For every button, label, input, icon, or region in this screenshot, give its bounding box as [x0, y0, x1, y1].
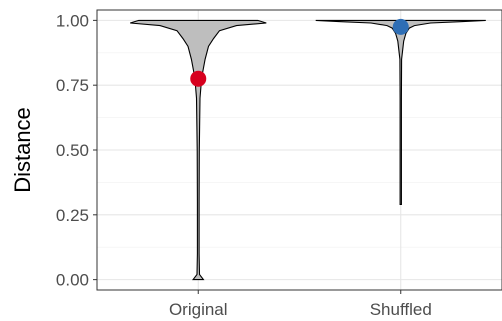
x-axis: Original Shuffled: [169, 290, 432, 319]
x-tick-label: Shuffled: [370, 300, 432, 319]
y-tick-label: 0.00: [56, 271, 89, 290]
mean-points: [190, 18, 409, 87]
mean-point-shuffled: [392, 18, 409, 35]
y-axis: 0.00 0.25 0.50 0.75 1.00: [56, 11, 97, 290]
y-tick-label: 1.00: [56, 11, 89, 30]
violin-original: [130, 19, 267, 281]
y-tick-label: 0.25: [56, 206, 89, 225]
y-tick-label: 0.50: [56, 141, 89, 160]
y-axis-title: Distance: [10, 107, 35, 193]
x-tick-label: Original: [169, 300, 228, 319]
y-tick-label: 0.75: [56, 76, 89, 95]
mean-point-original: [190, 70, 207, 87]
violin-shuffled: [315, 19, 486, 205]
violins: [130, 19, 486, 281]
